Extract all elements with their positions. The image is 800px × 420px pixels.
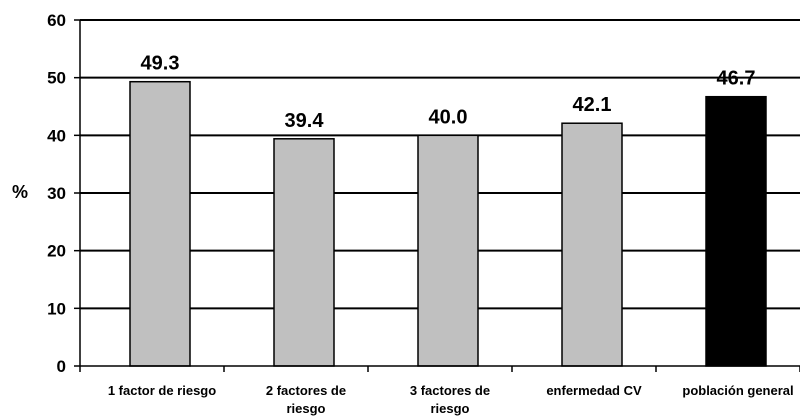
x-category-label: 1 factor de riesgo (108, 383, 216, 398)
x-category-label: riesgo (286, 401, 325, 416)
y-tick-label: 50 (47, 69, 66, 88)
y-tick-label: 60 (47, 11, 66, 30)
bar (129, 80, 191, 367)
bar (273, 138, 335, 367)
data-label: 42.1 (573, 94, 612, 116)
data-labels: 49.3 39.4 40.0 42.1 46.7 (141, 53, 756, 132)
x-category-label: enfermedad CV (546, 383, 642, 398)
y-tick-label: 30 (47, 184, 66, 203)
x-category-label: 2 factores de (266, 383, 346, 398)
axes (79, 20, 800, 372)
bar (561, 122, 623, 367)
y-tick-label: 0 (57, 357, 66, 376)
bar (417, 134, 479, 367)
data-label: 49.3 (141, 53, 180, 75)
y-tick-label: 20 (47, 242, 66, 261)
data-label: 39.4 (285, 110, 325, 132)
y-tick-label: 40 (47, 126, 66, 145)
x-axis-categories: 1 factor de riesgo 2 factores de riesgo 3 f… (108, 383, 794, 416)
y-axis-ticks: 0 10 20 30 40 50 60 (47, 11, 80, 376)
bar (705, 95, 767, 367)
x-category-label: población general (682, 383, 793, 398)
data-label: 46.7 (717, 68, 756, 90)
y-tick-label: 10 (47, 299, 66, 318)
data-label: 40.0 (429, 106, 468, 128)
x-category-label: 3 factores de (410, 383, 490, 398)
bars (129, 80, 767, 367)
y-axis-title: % (12, 182, 28, 202)
x-category-label: riesgo (430, 401, 469, 416)
